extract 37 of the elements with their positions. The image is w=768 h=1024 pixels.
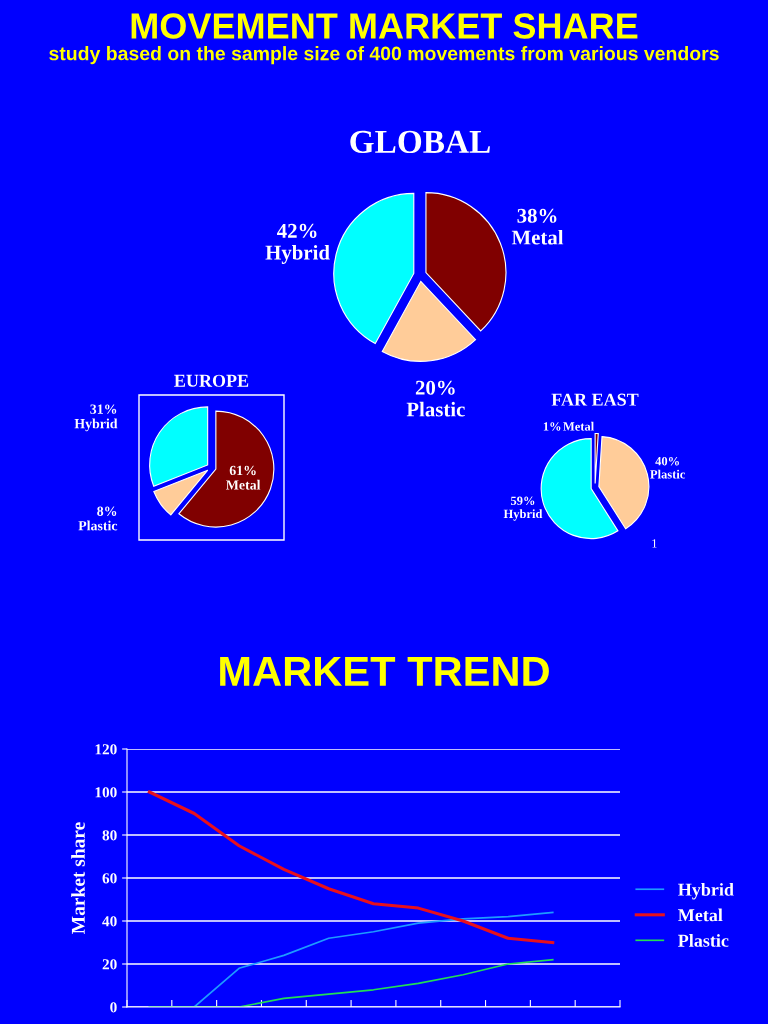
y-tick-label: 80 bbox=[102, 830, 117, 841]
y-tick-label: 0 bbox=[110, 1002, 117, 1013]
data-label: 59% bbox=[510, 496, 535, 506]
chart-title: GLOBAL bbox=[350, 130, 490, 154]
data-label: 20% bbox=[415, 380, 455, 395]
slice-label: Plastic bbox=[650, 469, 686, 479]
data-label: 31% bbox=[90, 404, 117, 414]
y-tick-label: 120 bbox=[95, 744, 117, 755]
data-label: 40% bbox=[655, 457, 679, 466]
y-tick-label: 100 bbox=[95, 787, 117, 798]
chart-title: EUROPE bbox=[174, 374, 249, 387]
slice-label: Metal bbox=[226, 479, 261, 490]
data-label: 42% bbox=[277, 223, 317, 238]
slice-label: Hybrid bbox=[503, 509, 543, 521]
y-tick-label: 60 bbox=[102, 873, 117, 884]
legend-label: Hybrid bbox=[678, 883, 734, 900]
line-series bbox=[147, 790, 555, 945]
text: 1 bbox=[652, 539, 657, 548]
slice-label: Hybrid bbox=[74, 418, 118, 432]
slice-label: Hybrid bbox=[265, 244, 330, 264]
chart-title: FAR EAST bbox=[551, 393, 639, 406]
chart-title: MARKET TREND bbox=[220, 657, 549, 686]
text: study based on the sample size of 400 movements from various vendors bbox=[49, 46, 719, 65]
legend-label: Plastic bbox=[678, 934, 729, 947]
data-label: 1% bbox=[543, 422, 561, 431]
data-label: 8% bbox=[97, 506, 117, 516]
slice-label: Metal bbox=[511, 229, 564, 245]
legend-label: Metal bbox=[678, 908, 723, 922]
data-label: 38% bbox=[517, 208, 557, 223]
slice-label: Plastic bbox=[78, 520, 118, 531]
y-tick-label: 40 bbox=[102, 916, 117, 927]
text: MOVEMENT MARKET SHARE bbox=[131, 13, 638, 39]
data-label: 61% bbox=[229, 465, 256, 476]
y-tick-label: 20 bbox=[102, 959, 117, 970]
slice-label: Plastic bbox=[406, 401, 465, 417]
slice-label: Metal bbox=[563, 421, 594, 431]
y-axis-title: Market share bbox=[71, 822, 85, 934]
